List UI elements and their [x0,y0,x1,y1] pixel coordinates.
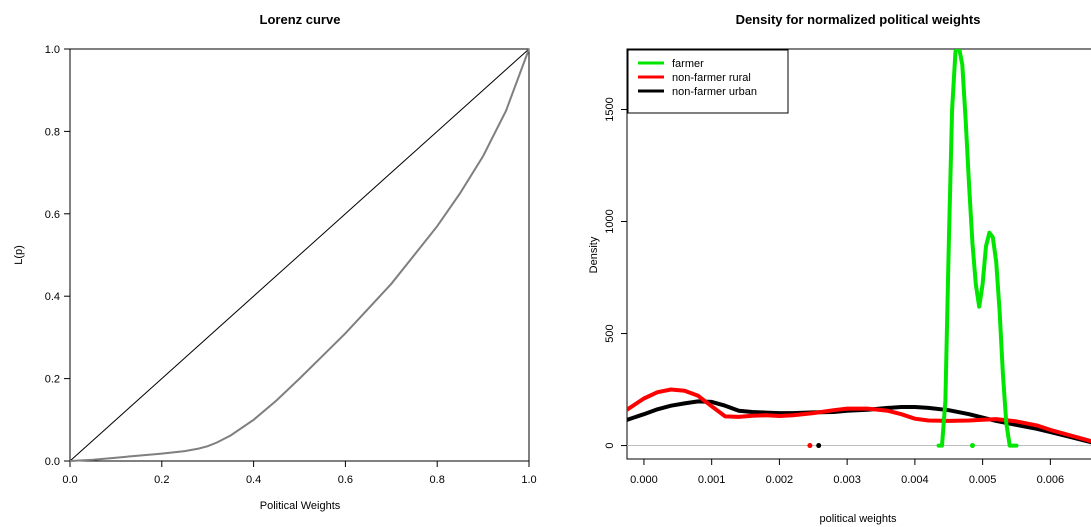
lorenz-series [69,48,530,462]
density-line-non-farmer-rural [627,387,1091,444]
legend-label: non-farmer rural [672,72,751,84]
lorenz-y-tick-label: 0.4 [45,291,60,303]
density-y-tick-label: 1500 [604,97,616,121]
legend-label: non-farmer urban [672,86,757,98]
density-mean-point [807,443,813,449]
density-x-tick-label: 0.003 [833,474,861,486]
lorenz-y-tick-label: 0.2 [45,374,60,386]
density-x-axis: 0.000 0.001 0.002 0.003 0.004 0.005 0.006 [630,459,1064,486]
density-mean-point [969,443,975,449]
lorenz-x-tick-label: 0.0 [62,474,77,486]
lorenz-y-tick-label: 0.0 [45,456,60,468]
density-x-tick-label: 0.001 [698,474,726,486]
density-x-tick-label: 0.004 [901,474,929,486]
density-y-label: Density [588,236,600,273]
lorenz-x-tick-label: 0.2 [154,474,169,486]
density-x-tick-label: 0.002 [766,474,794,486]
lorenz-y-label: L(p) [13,245,25,265]
lorenz-x-tick-label: 0.8 [430,474,445,486]
lorenz-x-tick-label: 0.6 [338,474,353,486]
lorenz-title: Lorenz curve [260,12,341,27]
density-y-tick-label: 0 [604,442,616,448]
density-title: Density for normalized political weights [736,12,981,27]
lorenz-y-tick-label: 0.6 [45,209,60,221]
density-y-tick-label: 1000 [604,209,616,233]
density-x-tick-label: 0.005 [969,474,997,486]
density-plot-frame [626,48,1091,460]
lorenz-plot-frame [69,48,530,462]
density-x-tick-label: 0.000 [630,474,658,486]
lorenz-x-axis: 0.0 0.2 0.4 0.6 0.8 1.0 [62,461,537,486]
lorenz-x-tick-label: 0.4 [246,474,261,486]
legend-label: farmer [672,58,704,70]
density-x-tick-label: 0.006 [1037,474,1065,486]
equality-line [69,48,530,462]
density-line-farmer [936,49,1019,448]
lorenz-curve-line [69,48,530,462]
lorenz-y-tick-label: 0.8 [45,126,60,138]
lorenz-x-label: Political Weights [260,500,341,512]
lorenz-x-tick-label: 1.0 [521,474,536,486]
lorenz-chart: Lorenz curve 0.0 0.2 0.4 0.6 0.8 1.0 0.00.20.… [13,12,537,512]
density-y-tick-label: 500 [604,324,616,342]
density-mean-point [816,443,822,449]
density-chart: Density for normalized political weights… [588,12,1091,525]
lorenz-y-tick-label: 1.0 [45,44,60,56]
density-legend: farmer non-farmer rural non-farmer urban [627,49,789,114]
density-y-axis: 0 500 1000 1500 [604,97,627,449]
lorenz-y-axis: 0.0 0.2 0.4 0.6 0.8 1.0 [45,44,70,468]
density-x-label: political weights [819,513,897,525]
density-plot-area [626,48,1091,460]
legend-box [627,49,789,114]
